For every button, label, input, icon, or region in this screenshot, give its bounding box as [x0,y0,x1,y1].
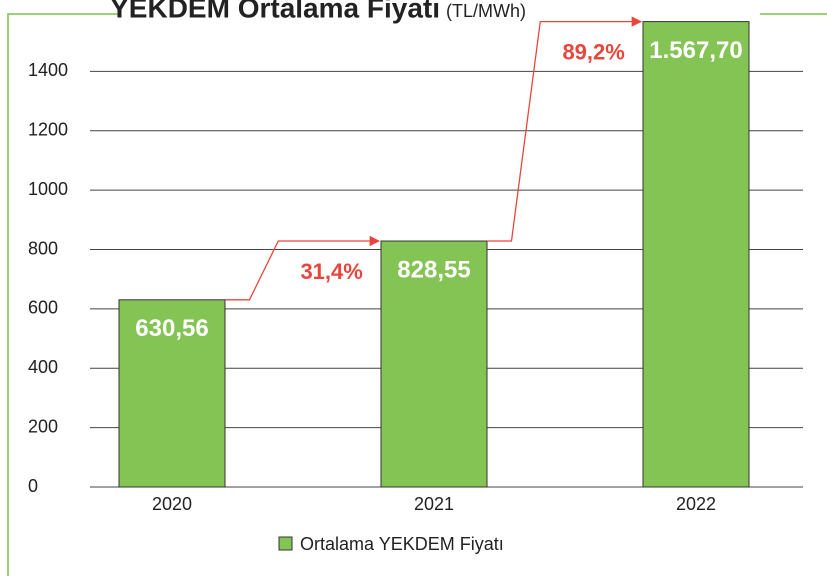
y-tick-label: 1400 [28,60,68,80]
y-tick-label: 0 [28,476,38,496]
x-tick-label: 2022 [676,494,716,514]
y-tick-label: 400 [28,357,58,377]
bar [380,240,488,488]
growth-label: 31,4% [300,259,362,284]
x-tick-label: 2021 [414,494,454,514]
chart-subtitle: (TL/MWh) [446,1,526,21]
growth-label: 89,2% [562,39,624,64]
legend-label: Ortalama YEKDEM Fiyatı [300,534,504,554]
y-tick-label: 1200 [28,120,68,140]
data-label: 630,56 [135,315,208,342]
legend-swatch [278,536,293,551]
chart-title: YEKDEM Ortalama Fiyatı [110,0,440,23]
frame [7,13,120,576]
data-label: 828,55 [397,256,470,283]
growth-arrow [487,16,643,242]
y-tick-label: 800 [28,238,58,258]
bar [642,21,750,488]
growth-arrow [225,235,381,301]
y-tick-label: 1000 [28,179,68,199]
bar [118,299,226,488]
x-tick-label: 2020 [152,494,192,514]
data-label: 1.567,70 [649,37,742,64]
y-tick-label: 600 [28,298,58,318]
y-tick-label: 200 [28,416,58,436]
